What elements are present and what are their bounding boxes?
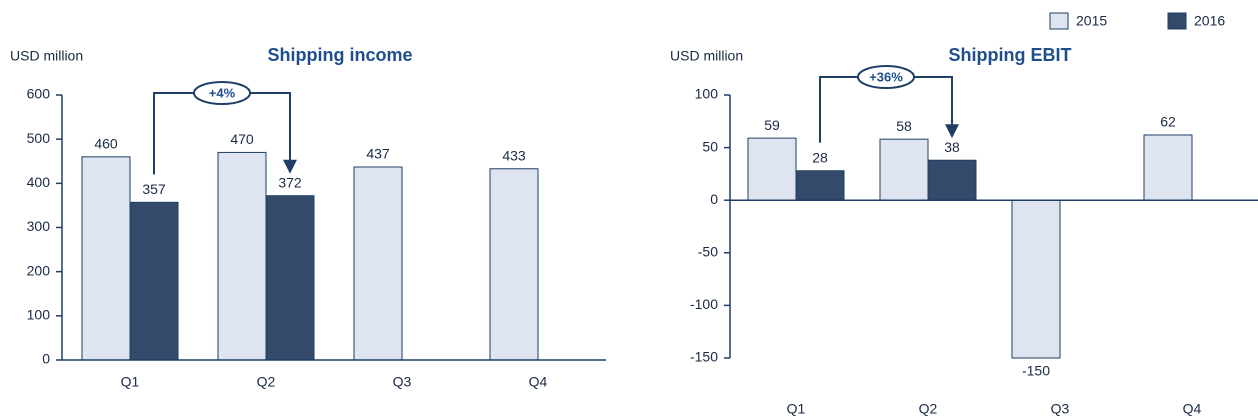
- annotation-arrow: [945, 124, 959, 139]
- y-tick-label: 500: [27, 130, 51, 146]
- y-axis-label: USD million: [10, 48, 83, 64]
- bar: [927, 159, 977, 201]
- x-tick-label: Q4: [1183, 401, 1202, 417]
- y-tick-label: 100: [695, 86, 719, 102]
- value-label: 59: [764, 117, 780, 133]
- bar: [1143, 134, 1193, 201]
- x-tick-label: Q2: [257, 374, 276, 390]
- annotation-bubble: [857, 65, 915, 89]
- bar: [879, 138, 929, 201]
- y-tick-label: 100: [27, 307, 51, 323]
- y-tick-label: 0: [42, 351, 50, 367]
- value-label: 460: [94, 136, 118, 152]
- chart-title: Shipping EBIT: [949, 45, 1072, 65]
- value-label: 372: [278, 174, 302, 190]
- y-tick-label: 300: [27, 218, 51, 234]
- bar: [353, 166, 403, 361]
- value-label: 58: [896, 118, 912, 134]
- x-tick-label: Q1: [787, 401, 806, 417]
- annotation-bubble: [193, 81, 251, 105]
- bar: [747, 137, 797, 201]
- y-tick-label: -150: [690, 349, 718, 365]
- bar: [265, 195, 315, 361]
- y-axis-label: USD million: [670, 48, 743, 64]
- bar: [129, 201, 179, 361]
- x-tick-label: Q2: [919, 401, 938, 417]
- legend-swatch: [1049, 12, 1069, 30]
- annotation: +36%: [869, 69, 903, 84]
- y-tick-label: -50: [698, 244, 718, 260]
- value-label: 357: [142, 181, 166, 197]
- y-tick-label: -100: [690, 296, 718, 312]
- legend-swatch: [1167, 12, 1187, 30]
- legend-label: 2016: [1194, 13, 1225, 29]
- y-tick-label: 0: [710, 191, 718, 207]
- bar: [1011, 199, 1061, 359]
- chart-title: Shipping income: [267, 45, 412, 65]
- value-label: 38: [944, 139, 960, 155]
- bar: [795, 170, 845, 201]
- y-tick-label: 600: [27, 86, 51, 102]
- bar: [217, 151, 267, 361]
- annotation-arrow: [283, 159, 297, 174]
- x-tick-label: Q1: [121, 374, 140, 390]
- legend-label: 2015: [1076, 13, 1107, 29]
- bar: [489, 168, 539, 361]
- y-tick-label: 400: [27, 174, 51, 190]
- x-tick-label: Q3: [393, 374, 412, 390]
- bar: [81, 156, 131, 361]
- value-label: 28: [812, 149, 828, 165]
- value-label: 62: [1160, 114, 1176, 130]
- value-label: -150: [1022, 363, 1050, 379]
- x-tick-label: Q4: [529, 374, 548, 390]
- value-label: 470: [230, 131, 254, 147]
- value-label: 437: [366, 146, 390, 162]
- value-label: 433: [502, 147, 526, 163]
- y-tick-label: 200: [27, 262, 51, 278]
- y-tick-label: 50: [702, 138, 718, 154]
- annotation: +4%: [209, 85, 236, 100]
- x-tick-label: Q3: [1051, 401, 1070, 417]
